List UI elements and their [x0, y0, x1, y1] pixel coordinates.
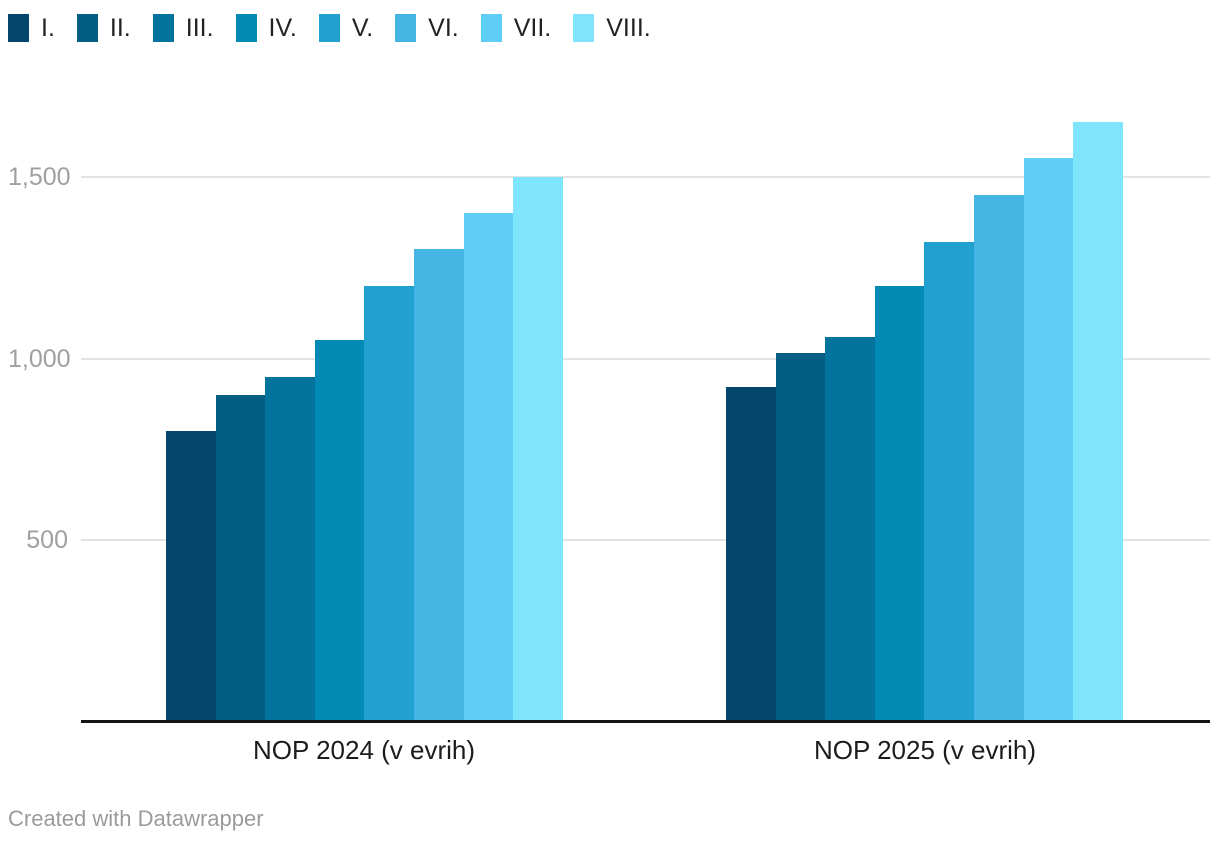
- bar-viii-group-nop2025: [1073, 121, 1124, 722]
- legend-label: III.: [185, 14, 214, 42]
- bar-i-group-nop2024: [166, 431, 217, 722]
- bar-vi-group-nop2025: [974, 194, 1025, 722]
- bar-iv-group-nop2025: [874, 285, 925, 722]
- legend: I. II. III. IV. V. VI. VII. VIII.: [8, 14, 651, 42]
- legend-swatch-icon: [152, 14, 174, 42]
- x-axis-label-nop-2025: NOP 2025 (v evrih): [813, 735, 1037, 765]
- bar-ii-group-nop2025: [775, 352, 826, 722]
- bar-v-group-nop2024: [364, 285, 415, 722]
- gridline-1000: [81, 358, 1210, 360]
- bar-v-group-nop2025: [924, 241, 975, 722]
- legend-label: II.: [109, 14, 131, 42]
- legend-label: VII.: [513, 14, 552, 42]
- y-axis-tick-1000: 1,000: [8, 345, 71, 373]
- gridline-500: [81, 539, 1210, 541]
- bar-vii-group-nop2024: [463, 212, 514, 722]
- legend-swatch-icon: [480, 14, 502, 42]
- gridline-1500: [81, 176, 1210, 178]
- legend-item-vii: VII.: [480, 14, 552, 42]
- legend-swatch-icon: [76, 14, 98, 42]
- bar-vi-group-nop2024: [414, 249, 465, 722]
- y-axis-tick-500: 500: [26, 526, 68, 554]
- legend-label: V.: [351, 14, 374, 42]
- bar-vii-group-nop2025: [1023, 158, 1074, 722]
- legend-swatch-icon: [318, 14, 340, 42]
- bar-i-group-nop2025: [726, 387, 777, 722]
- bar-viii-group-nop2024: [513, 176, 564, 722]
- x-axis-line: [81, 720, 1210, 723]
- legend-item-ii: II.: [76, 14, 131, 42]
- legend-item-v: V.: [318, 14, 374, 42]
- legend-item-iii: III.: [152, 14, 214, 42]
- legend-swatch-icon: [395, 14, 417, 42]
- legend-label: VI.: [428, 14, 459, 42]
- datawrapper-credit: Created with Datawrapper: [8, 806, 264, 831]
- bar-ii-group-nop2024: [215, 394, 266, 722]
- legend-item-viii: VIII.: [573, 14, 651, 42]
- legend-swatch-icon: [573, 14, 595, 42]
- legend-item-vi: VI.: [395, 14, 459, 42]
- legend-label: VIII.: [606, 14, 651, 42]
- y-axis-tick-1500: 1,500: [8, 163, 71, 191]
- legend-label: I.: [41, 14, 55, 42]
- legend-swatch-icon: [235, 14, 257, 42]
- legend-label: IV.: [268, 14, 297, 42]
- bar-iii-group-nop2025: [825, 336, 876, 722]
- legend-item-i: I.: [8, 14, 55, 42]
- legend-item-iv: IV.: [235, 14, 297, 42]
- bar-iv-group-nop2024: [314, 340, 365, 722]
- x-axis-label-nop-2024: NOP 2024 (v evrih): [252, 735, 476, 765]
- bar-iii-group-nop2024: [265, 376, 316, 722]
- legend-swatch-icon: [8, 14, 29, 42]
